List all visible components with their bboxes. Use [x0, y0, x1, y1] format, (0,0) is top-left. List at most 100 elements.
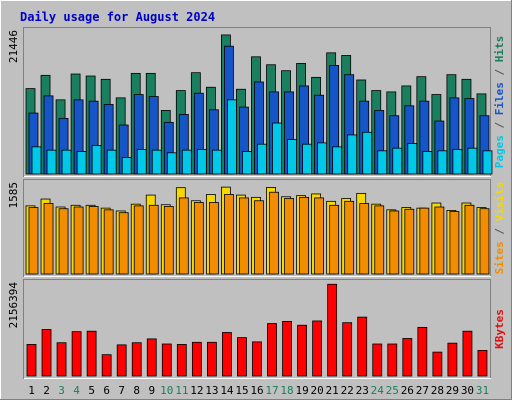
x-tick-label-day-30: 30	[461, 384, 474, 397]
bar-sites-day-11	[178, 197, 189, 275]
bar-sites-day-27	[419, 207, 430, 275]
legend-part: Pages	[493, 135, 506, 168]
legend-part: Files	[493, 82, 506, 115]
bar-sites-day-22	[344, 200, 355, 275]
legend-part: /	[493, 115, 506, 135]
panel-kbytes: 2156394 KBytes	[7, 279, 506, 379]
bar-pages-day-1	[31, 146, 42, 175]
bar-sites-day-25	[389, 210, 400, 275]
bar-sites-day-10	[163, 206, 174, 275]
bar-sites-day-16	[254, 200, 264, 275]
bar-sites-day-12	[193, 202, 204, 275]
bar-kbytes-day-11	[176, 344, 187, 377]
bar-sites-day-30	[464, 204, 475, 275]
x-tick-label-day-27: 27	[416, 384, 429, 397]
bar-kbytes-day-23	[357, 316, 368, 377]
bar-kbytes-day-4	[71, 331, 82, 377]
y-max-label: 21446	[7, 30, 20, 63]
x-tick-label-day-18: 18	[280, 384, 293, 397]
bar-sites-day-21	[329, 204, 340, 275]
bar-pages-day-7	[121, 157, 132, 175]
bar-pages-day-16	[257, 143, 267, 175]
x-tick-label-day-10: 10	[160, 384, 173, 397]
x-tick-label-day-12: 12	[190, 384, 203, 397]
bar-sites-day-17	[269, 191, 279, 275]
bar-sites-day-2	[43, 203, 54, 275]
bar-kbytes-day-22	[342, 322, 353, 377]
bar-pages-day-4	[76, 151, 87, 175]
bar-sites-day-13	[208, 202, 219, 275]
series-kbytes	[26, 283, 488, 377]
bar-pages-day-20	[317, 142, 328, 175]
bar-sites-day-9	[148, 204, 159, 275]
x-tick-label-day-16: 16	[250, 384, 263, 397]
x-tick-label-day-9: 9	[148, 384, 155, 397]
bar-sites-day-7	[118, 212, 129, 275]
bar-kbytes-day-16	[252, 341, 262, 377]
bar-pages-day-27	[422, 151, 433, 175]
bar-kbytes-day-26	[402, 338, 413, 377]
bar-kbytes-day-27	[417, 326, 428, 377]
x-tick-label-day-11: 11	[175, 384, 188, 397]
bar-sites-day-4	[73, 206, 84, 275]
bar-sites-day-8	[133, 205, 144, 275]
bar-kbytes-day-29	[447, 342, 458, 377]
x-tick-label-day-24: 24	[371, 384, 385, 397]
bar-pages-day-12	[196, 149, 207, 175]
x-tick-label-day-6: 6	[103, 384, 110, 397]
bar-pages-day-10	[166, 152, 177, 175]
bar-kbytes-day-19	[297, 324, 307, 377]
bar-kbytes-day-18	[282, 320, 292, 377]
bar-pages-day-28	[437, 150, 448, 175]
x-tick-label-day-23: 23	[356, 384, 369, 397]
x-tick-label-day-22: 22	[341, 384, 354, 397]
bar-kbytes-day-15	[237, 337, 247, 377]
x-tick-label-day-8: 8	[133, 384, 140, 397]
bar-kbytes-day-13	[206, 341, 217, 377]
x-tick-label-day-14: 14	[220, 384, 234, 397]
x-axis: 1 2 3 4 5 6 7 8 9 10 11 12 13 14 15 16 17 18 19 20 21 22 23 24 2…	[28, 384, 489, 397]
bar-pages-day-23	[362, 131, 373, 175]
bar-kbytes-day-9	[146, 338, 157, 377]
bar-pages-day-21	[332, 146, 343, 175]
x-tick-label-day-2: 2	[43, 384, 50, 397]
x-tick-label-day-29: 29	[446, 384, 459, 397]
bar-kbytes-day-21	[327, 283, 338, 377]
bar-pages-day-8	[136, 149, 147, 175]
bar-kbytes-day-12	[191, 341, 202, 377]
bar-pages-day-29	[452, 149, 463, 175]
series-sites	[28, 191, 490, 275]
panels: 21446 Pages / Files / Hits 1585 Sites / Vis…	[7, 27, 506, 379]
chart-title: Daily usage for August 2024	[20, 10, 215, 24]
panel-hits-files-pages: 21446 Pages / Files / Hits	[7, 27, 506, 177]
bar-pages-day-5	[91, 145, 102, 175]
x-tick-label-day-7: 7	[118, 384, 125, 397]
legend-part: Sites	[493, 241, 506, 274]
bar-kbytes-day-24	[372, 343, 383, 377]
legend-part: Visits	[493, 182, 506, 222]
x-tick-label-day-28: 28	[431, 384, 444, 397]
bar-kbytes-day-6	[101, 354, 112, 377]
legend-part: KBytes	[493, 309, 506, 349]
bar-kbytes-day-1	[26, 344, 37, 377]
x-tick-label-day-13: 13	[205, 384, 218, 397]
bar-sites-day-15	[239, 197, 249, 275]
bar-pages-day-24	[377, 150, 388, 175]
legend-part: Hits	[493, 36, 506, 63]
bar-sites-day-29	[449, 211, 460, 275]
x-tick-label-day-17: 17	[265, 384, 278, 397]
bar-pages-day-9	[151, 149, 162, 175]
bar-kbytes-day-2	[41, 329, 52, 377]
legend-part: /	[493, 221, 506, 241]
bar-pages-day-22	[347, 134, 358, 175]
bar-sites-day-26	[404, 208, 415, 275]
bar-sites-day-5	[88, 206, 99, 275]
bar-pages-day-13	[211, 149, 222, 175]
x-tick-label-day-19: 19	[295, 384, 308, 397]
bar-sites-day-23	[359, 203, 370, 275]
bar-pages-day-15	[242, 151, 252, 175]
bar-kbytes-day-7	[116, 344, 127, 377]
x-tick-label-day-1: 1	[28, 384, 35, 397]
bar-pages-day-6	[106, 149, 117, 175]
